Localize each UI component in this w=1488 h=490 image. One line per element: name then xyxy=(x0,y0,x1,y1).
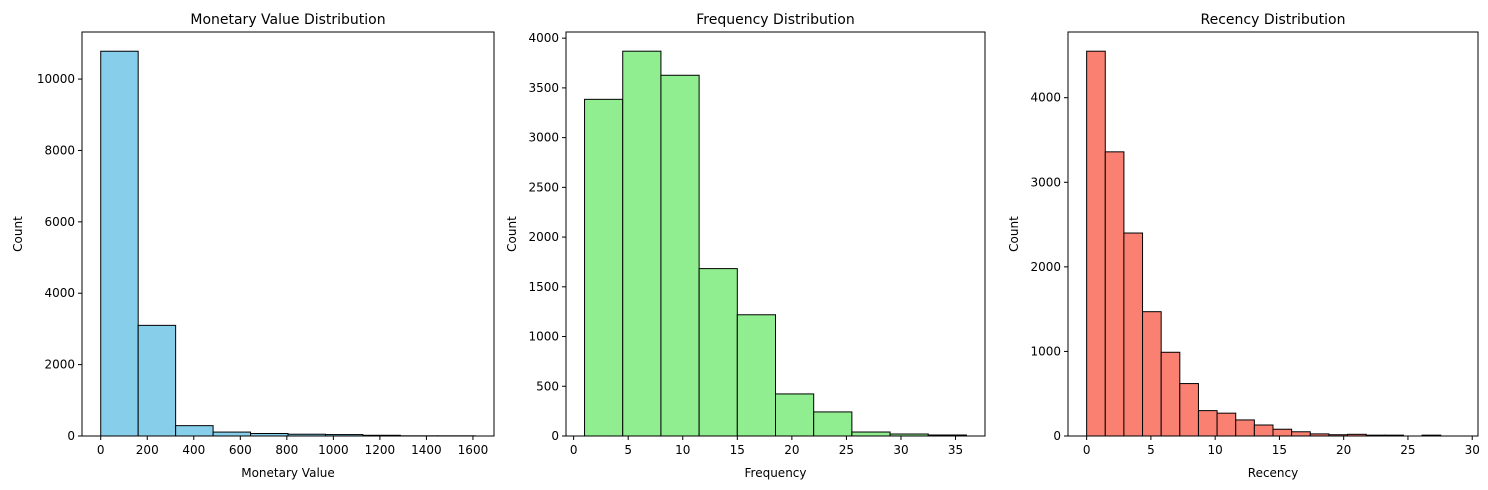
bar xyxy=(1253,424,1274,437)
y-tick-label: 2000 xyxy=(1030,260,1061,274)
x-tick-label: 600 xyxy=(229,443,252,457)
x-tick-label: 5 xyxy=(624,443,632,457)
y-axis-label: Count xyxy=(1007,216,1021,252)
x-tick-label: 30 xyxy=(893,443,908,457)
y-tick-label: 500 xyxy=(536,379,559,393)
bar xyxy=(1179,383,1199,437)
y-tick-label: 4000 xyxy=(44,286,75,300)
bar xyxy=(660,74,700,437)
x-tick-label: 200 xyxy=(136,443,159,457)
x-tick-label: 1600 xyxy=(458,443,489,457)
bar xyxy=(1272,428,1293,437)
y-tick-label: 6000 xyxy=(44,215,75,229)
x-tick-label: 0 xyxy=(97,443,105,457)
y-tick-label: 0 xyxy=(67,429,75,443)
y-tick-label: 3000 xyxy=(1030,175,1061,189)
y-tick-label: 4000 xyxy=(1030,91,1061,105)
x-tick-label: 400 xyxy=(182,443,205,457)
bar xyxy=(1142,311,1162,437)
y-axis-label: Count xyxy=(11,216,25,252)
x-tick-label: 20 xyxy=(1336,443,1351,457)
chart-title: Monetary Value Distribution xyxy=(190,12,385,28)
x-tick-label: 1400 xyxy=(411,443,442,457)
bar xyxy=(1160,351,1181,437)
y-tick-label: 1000 xyxy=(1030,344,1061,358)
x-tick-label: 20 xyxy=(784,443,799,457)
axes-frame xyxy=(1067,31,1479,437)
y-tick-label: 8000 xyxy=(44,143,75,157)
y-tick-label: 0 xyxy=(551,429,559,443)
x-tick-label: 10 xyxy=(675,443,690,457)
x-tick-label: 800 xyxy=(275,443,298,457)
x-tick-label: 15 xyxy=(1272,443,1287,457)
x-tick-label: 35 xyxy=(948,443,963,457)
y-tick-label: 1500 xyxy=(528,280,559,294)
x-tick-label: 1200 xyxy=(365,443,396,457)
bar xyxy=(212,431,252,437)
x-tick-label: 15 xyxy=(730,443,745,457)
x-tick-label: 30 xyxy=(1465,443,1480,457)
chart-title: Recency Distribution xyxy=(1200,12,1345,28)
x-tick-label: 0 xyxy=(1083,443,1091,457)
bar xyxy=(1216,412,1237,437)
chart-title: Frequency Distribution xyxy=(696,12,854,28)
bar xyxy=(1086,50,1106,437)
y-tick-label: 1000 xyxy=(528,330,559,344)
x-tick-label: 25 xyxy=(839,443,854,457)
x-tick-label: 10 xyxy=(1208,443,1223,457)
x-tick-label: 1000 xyxy=(318,443,349,457)
x-tick-label: 25 xyxy=(1400,443,1415,457)
bar xyxy=(100,50,139,437)
x-axis-label: Recency xyxy=(1248,466,1298,480)
x-tick-label: 0 xyxy=(570,443,578,457)
axes-frame xyxy=(81,31,495,437)
y-tick-label: 4000 xyxy=(528,31,559,45)
axes-frame xyxy=(565,31,986,437)
bar xyxy=(736,314,776,437)
y-axis-label: Count xyxy=(505,216,519,252)
y-tick-label: 0 xyxy=(1053,429,1061,443)
x-axis-label: Monetary Value xyxy=(241,466,335,480)
y-tick-label: 3000 xyxy=(528,131,559,145)
bar xyxy=(175,425,214,437)
bar xyxy=(698,268,738,437)
y-tick-label: 10000 xyxy=(37,72,75,86)
y-tick-label: 2000 xyxy=(44,358,75,372)
y-tick-label: 2500 xyxy=(528,180,559,194)
y-tick-label: 2000 xyxy=(528,230,559,244)
bar xyxy=(1197,410,1218,437)
bar xyxy=(1235,419,1255,437)
bar xyxy=(851,431,891,437)
bar xyxy=(137,324,177,437)
x-axis-label: Frequency xyxy=(745,466,807,480)
y-tick-label: 3500 xyxy=(528,81,559,95)
bar xyxy=(1291,431,1311,437)
x-tick-label: 5 xyxy=(1147,443,1155,457)
bar xyxy=(622,50,662,437)
bar xyxy=(1104,151,1125,437)
bar xyxy=(775,393,815,437)
bar xyxy=(813,411,853,437)
bar xyxy=(584,98,624,437)
bar xyxy=(1123,232,1144,437)
